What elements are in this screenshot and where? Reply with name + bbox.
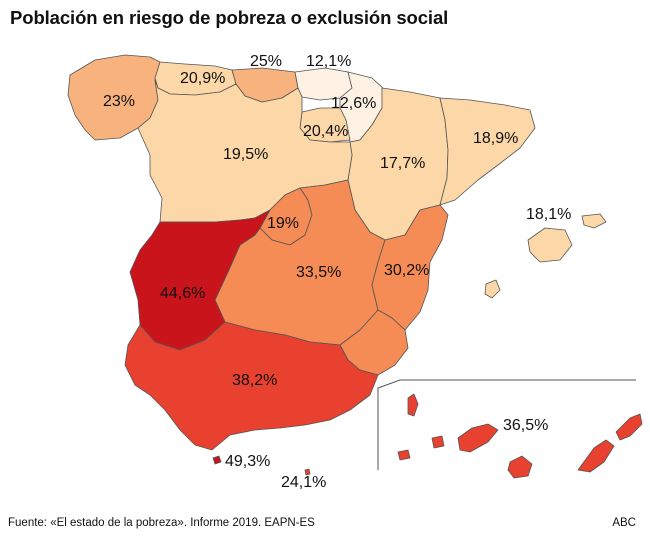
region-baleares-ibiza[interactable]	[484, 279, 501, 299]
label-aragon: 17,7%	[380, 155, 425, 172]
label-asturias: 20,9%	[180, 70, 225, 87]
label-castilla-la-mancha: 33,5%	[296, 264, 341, 281]
region-cataluna[interactable]	[439, 97, 536, 206]
canarias-inset-frame	[377, 379, 636, 470]
region-canarias-tenerife[interactable]	[457, 423, 499, 453]
region-baleares-mallorca[interactable]	[527, 227, 573, 263]
label-castilla-y-leon: 19,5%	[223, 146, 268, 163]
region-canarias-la-gomera[interactable]	[431, 435, 445, 449]
region-canarias-el-hierro[interactable]	[397, 449, 411, 461]
region-canarias-gran-canaria[interactable]	[507, 455, 533, 479]
region-baleares-menorca[interactable]	[581, 213, 607, 229]
label-cataluna: 18,9%	[473, 130, 518, 147]
region-canarias-la-palma[interactable]	[407, 393, 419, 417]
label-navarra: 12,6%	[331, 95, 376, 112]
region-castilla-y-leon[interactable]	[137, 79, 353, 223]
label-melilla: 24,1%	[281, 474, 326, 491]
map-title: Población en riesgo de pobreza o exclusi…	[10, 7, 449, 28]
region-ceuta[interactable]	[212, 455, 222, 465]
label-andalucia: 38,2%	[232, 372, 277, 389]
source-note: Fuente: «El estado de la pobreza». Infor…	[8, 517, 315, 529]
brand-label: ABC	[612, 517, 636, 529]
label-galicia: 23%	[103, 93, 135, 110]
region-canarias-lanzarote[interactable]	[615, 413, 643, 441]
region-andalucia[interactable]	[124, 321, 379, 451]
region-extremadura[interactable]	[129, 209, 271, 351]
label-ceuta: 49,3%	[225, 453, 270, 470]
label-baleares: 18,1%	[526, 206, 571, 223]
label-extremadura: 44,6%	[160, 285, 205, 302]
label-pais-vasco: 12,1%	[306, 53, 351, 70]
label-canarias: 36,5%	[503, 417, 548, 434]
label-comunidad-valenciana: 30,2%	[384, 262, 429, 279]
region-canarias-fuerteventura[interactable]	[577, 439, 615, 473]
label-la-rioja: 20,4%	[303, 123, 348, 140]
region-melilla[interactable]	[304, 468, 311, 476]
label-cantabria: 25%	[250, 53, 282, 70]
label-madrid: 19%	[267, 215, 299, 232]
